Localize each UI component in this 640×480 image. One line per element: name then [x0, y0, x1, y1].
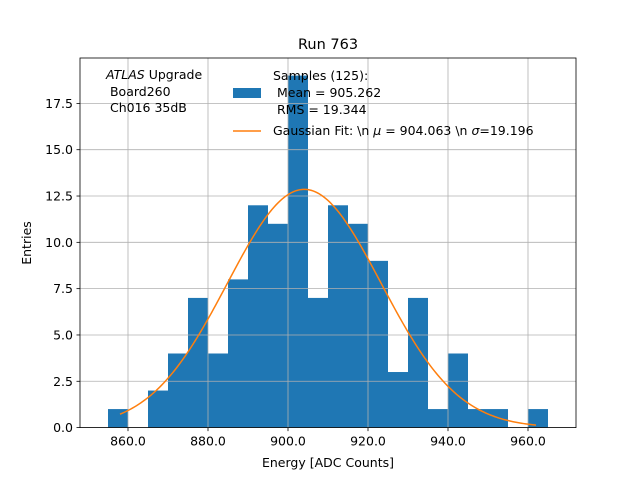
gaussian-fit-line [119, 188, 537, 426]
histogram-bar [528, 409, 548, 428]
histogram-bar [288, 75, 308, 428]
legend-fit-mu-value: = 904.063 \n [381, 123, 471, 138]
annotation-atlas: ATLAS [105, 67, 145, 82]
histogram-bar [148, 390, 168, 428]
y-tick-label: 7.5 [53, 281, 73, 296]
histogram-bar [228, 279, 248, 428]
histogram-bar [468, 409, 488, 428]
y-tick-label: 12.5 [45, 189, 73, 204]
y-tick-label: 15.0 [45, 142, 73, 157]
legend-fit-mu: μ [372, 123, 381, 138]
legend-fit-sigma-value: =19.196 [479, 123, 533, 138]
x-tick-label: 940.0 [430, 434, 466, 449]
y-tick-label: 17.5 [45, 96, 73, 111]
histogram-bars [108, 75, 548, 428]
x-tick-label: 960.0 [510, 434, 546, 449]
legend-fit-label-prefix: Gaussian Fit: \n [273, 123, 373, 138]
y-axis-ticks: 0.0 2.5 5.0 7.5 10.0 12.5 15.0 17.5 [45, 96, 80, 435]
y-tick-label: 2.5 [53, 374, 73, 389]
plot-frame [79, 57, 577, 429]
chart-title: Run 763 [298, 37, 358, 53]
legend-samples-line-3: RMS = 19.344 [273, 102, 367, 117]
annotation-line-2: Board260 [106, 84, 171, 99]
annotation-line-1: ATLAS Upgrade [105, 67, 202, 82]
histogram-bar [348, 223, 368, 428]
histogram-bar [208, 353, 228, 428]
x-axis-ticks: 860.0 880.0 900.0 920.0 940.0 960.0 [110, 427, 546, 449]
histogram-bar [448, 353, 468, 428]
atlas-annotation: ATLAS Upgrade Board260 Ch016 35dB [105, 67, 202, 115]
x-tick-label: 880.0 [190, 434, 226, 449]
annotation-line-3: Ch016 35dB [106, 100, 187, 115]
legend-fit-sigma: σ [471, 123, 480, 138]
annotation-upgrade: Upgrade [145, 67, 203, 82]
histogram-bar [428, 409, 448, 428]
legend-samples-line-1: Samples (125): [273, 68, 368, 83]
y-axis-label: Entries [19, 221, 34, 265]
x-tick-label: 900.0 [270, 434, 306, 449]
histogram-bar [308, 297, 328, 428]
legend: Samples (125): Mean = 905.262 RMS = 19.3… [233, 68, 534, 138]
x-tick-label: 860.0 [110, 434, 146, 449]
histogram-bar [388, 372, 408, 428]
histogram-bar [268, 223, 288, 428]
y-tick-label: 10.0 [45, 235, 73, 250]
histogram-bar [368, 260, 388, 428]
grid-lines [80, 58, 576, 429]
x-tick-label: 920.0 [350, 434, 386, 449]
legend-samples-line-2: Mean = 905.262 [273, 85, 381, 100]
y-tick-label: 5.0 [53, 327, 73, 342]
legend-samples-patch [233, 88, 261, 98]
histogram-bar [408, 297, 428, 428]
legend-fit-label: Gaussian Fit: \n μ = 904.063 \n σ=19.196 [273, 123, 534, 138]
histogram-bar [328, 205, 348, 428]
histogram-bar [248, 205, 268, 428]
x-axis-label: Energy [ADC Counts] [262, 455, 394, 470]
histogram-bar [168, 353, 188, 428]
histogram-bar [188, 297, 208, 428]
y-tick-label: 0.0 [53, 420, 73, 435]
